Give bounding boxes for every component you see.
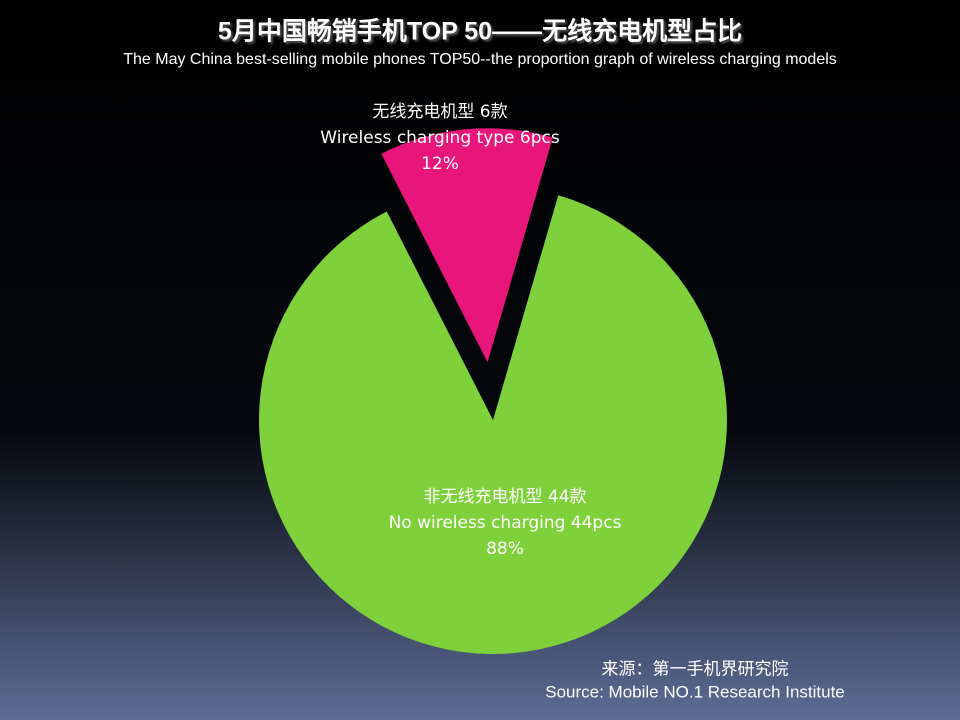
slice-label-en: Wireless charging type 6pcs [320,128,560,148]
pie [258,128,727,655]
slice-label: 无线充电机型 6款 [372,102,507,122]
source-en: Source: Mobile NO.1 Research Institute [545,682,845,701]
pie-slice [381,128,553,363]
slice-label-en: No wireless charging 44pcs [389,513,622,533]
data-label: 88% [486,539,524,559]
pie-slice [258,195,727,655]
source: 来源：第一手机界研究院 [602,659,789,678]
chart-title: 5月中国畅销手机TOP 50——无线充电机型占比 [218,17,742,46]
chart-subtitle: The May China best-selling mobile phones… [123,51,837,68]
slice-label: 非无线充电机型 44款 [423,487,586,507]
data-label: 12% [421,154,459,174]
